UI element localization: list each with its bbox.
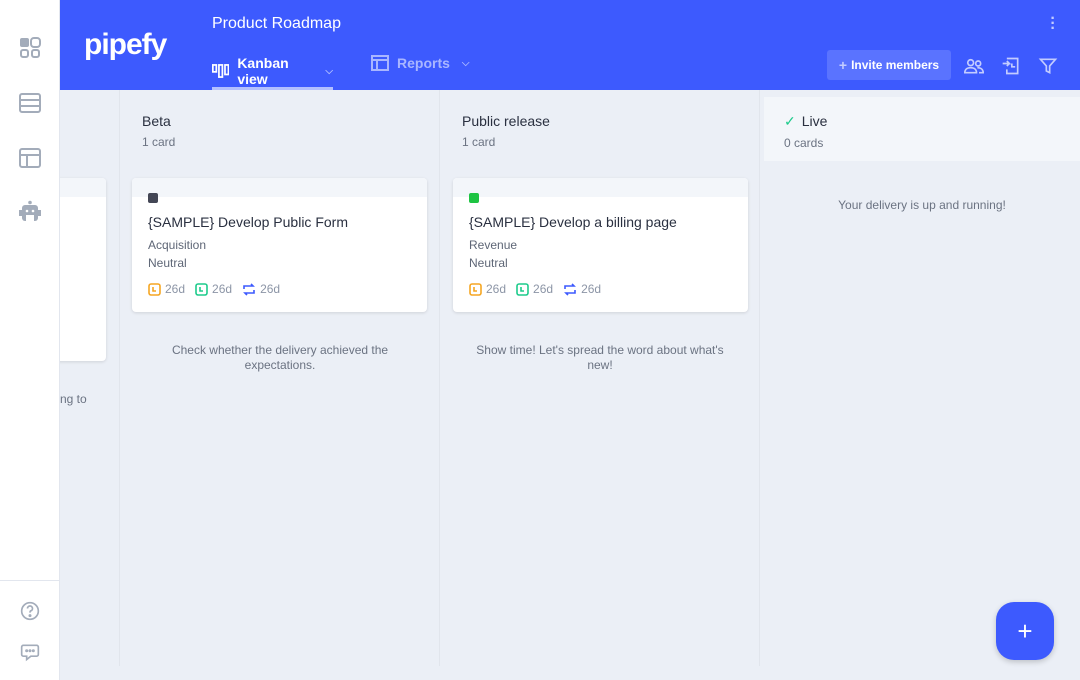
chevron-down-icon[interactable]: ⌵	[461, 57, 470, 69]
column-hint: Your delivery is up and running!	[838, 198, 1006, 212]
column-live: ✓ Live 0 cards Your delivery is up and ru…	[764, 90, 1080, 666]
card-title: {SAMPLE} Develop a billing page	[469, 214, 677, 230]
card-field: Acquisition	[148, 238, 207, 252]
clock-icon	[469, 282, 482, 296]
invite-label: Invite members	[851, 58, 940, 72]
card-label	[148, 193, 158, 203]
cycle-time: 26d	[260, 282, 281, 296]
tab-reports[interactable]: Reports ⌵	[371, 55, 470, 71]
tab-label: Kanban view	[237, 55, 289, 87]
sidebar-bottom	[0, 580, 60, 662]
column-hint: Check whether the delivery achieved the …	[171, 343, 389, 372]
history-icon[interactable]	[1001, 56, 1021, 76]
column-count: 1 card	[462, 135, 496, 149]
column-hint: ng to	[60, 392, 87, 406]
database-icon[interactable]	[18, 91, 42, 115]
chevron-down-icon[interactable]: ⌵	[325, 65, 333, 77]
add-button[interactable]: +	[996, 602, 1054, 660]
time-in-phase: 26d	[486, 282, 507, 296]
column-title-text: Live	[801, 113, 828, 129]
column-hint: Show time! Let's spread the word about w…	[476, 343, 724, 372]
card[interactable]: {SAMPLE} Develop a billing page Revenue …	[453, 178, 748, 312]
card-label	[469, 193, 479, 203]
apps-icon[interactable]	[18, 36, 42, 60]
column-header[interactable]: ✓ Live 0 cards	[764, 97, 1080, 161]
kanban-icon	[212, 64, 230, 78]
column-header[interactable]: Public release 1 card	[440, 97, 759, 161]
tab-kanban-view[interactable]: Kanban view ⌵	[212, 55, 333, 90]
help-icon[interactable]	[20, 601, 40, 621]
age-icon	[516, 282, 529, 296]
members-icon[interactable]	[964, 56, 984, 76]
column-beta: Beta 1 card {SAMPLE} Develop Public Form…	[120, 90, 440, 666]
column-title: ✓ Live	[784, 113, 1058, 130]
card-age: 26d	[533, 282, 554, 296]
chat-icon[interactable]	[20, 642, 40, 662]
pipefy-logo[interactable]: pipefy	[84, 28, 167, 61]
card-field: Neutral	[148, 256, 187, 270]
column-title: Public release	[462, 113, 550, 129]
clock-icon	[148, 282, 161, 296]
plus-icon: +	[838, 57, 848, 73]
column-public-release: Public release 1 card {SAMPLE} Develop a…	[440, 90, 760, 666]
tab-label: Reports	[397, 55, 450, 71]
cycle-time: 26d	[581, 282, 602, 296]
card-field: Revenue	[469, 238, 518, 252]
column-partial: ng to	[20, 90, 120, 666]
cycle-icon	[243, 282, 255, 296]
column-count: 1 card	[142, 135, 176, 149]
page-title: Product Roadmap	[212, 15, 341, 32]
robot-icon[interactable]	[18, 200, 42, 224]
portal-icon[interactable]	[18, 146, 42, 170]
filter-icon[interactable]	[1038, 56, 1058, 76]
card[interactable]: {SAMPLE} Develop Public Form Acquisition…	[132, 178, 427, 312]
age-icon	[195, 282, 208, 296]
card-age: 26d	[212, 282, 233, 296]
column-header[interactable]: Beta 1 card	[120, 97, 439, 161]
time-in-phase: 26d	[165, 282, 186, 296]
column-count: 0 cards	[784, 136, 824, 150]
more-options-icon[interactable]: · · ·	[1050, 10, 1056, 37]
invite-members-button[interactable]: + Invite members	[827, 50, 951, 80]
card-field: Neutral	[469, 256, 508, 270]
column-title: Beta	[142, 113, 171, 129]
cycle-icon	[564, 282, 576, 296]
check-icon: ✓	[784, 113, 796, 129]
reports-icon	[371, 55, 389, 71]
header: pipefy Product Roadmap Kanban view ⌵ Rep…	[60, 0, 1080, 90]
card-title: {SAMPLE} Develop Public Form	[148, 214, 348, 230]
sidebar	[0, 0, 60, 680]
